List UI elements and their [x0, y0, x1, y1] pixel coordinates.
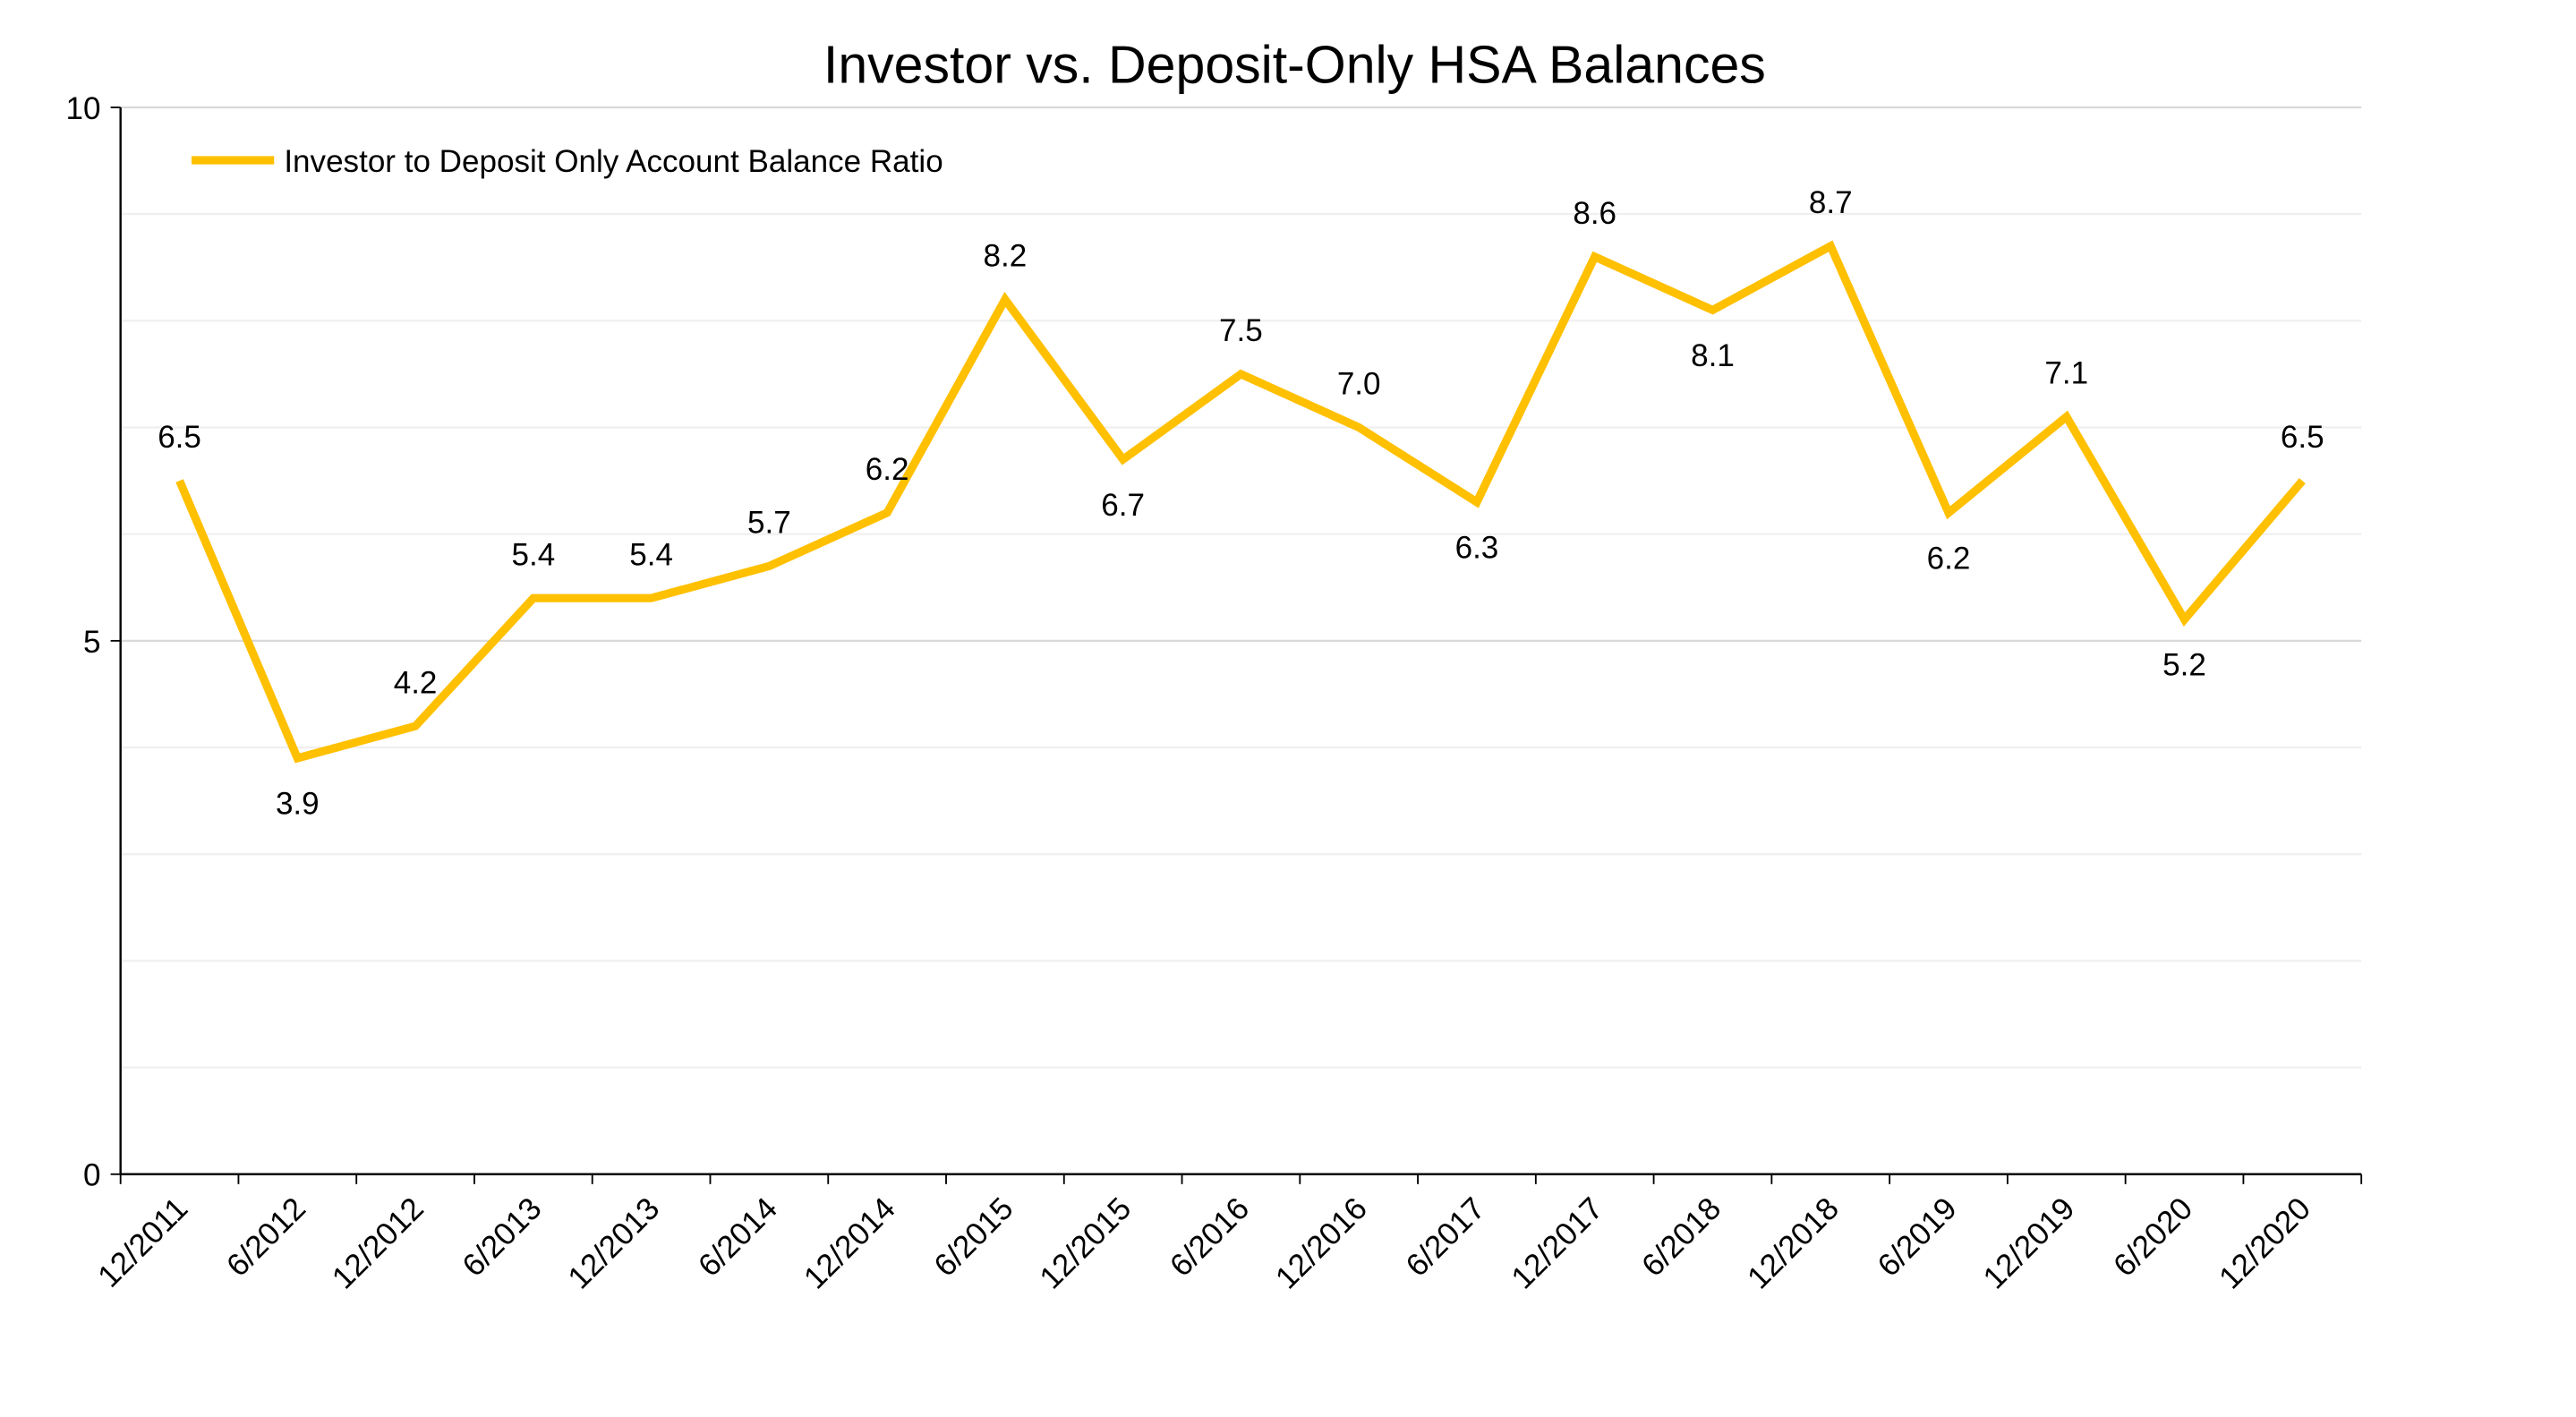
x-tick-label: 6/2016 — [1164, 1191, 1256, 1283]
x-tick-label: 12/2017 — [1505, 1191, 1609, 1295]
data-label: 6.3 — [1455, 531, 1499, 566]
series-line — [175, 240, 2306, 764]
x-tick-label: 12/2014 — [798, 1191, 902, 1295]
x-tick-label: 6/2017 — [1399, 1191, 1491, 1283]
x-tick-label: 6/2018 — [1635, 1191, 1727, 1283]
y-tick-label: 0 — [83, 1158, 101, 1193]
data-label: 5.7 — [747, 506, 791, 541]
x-tick-label: 12/2018 — [1741, 1191, 1846, 1295]
legend-label: Investor to Deposit Only Account Balance… — [284, 144, 943, 179]
data-label: 3.9 — [276, 787, 320, 822]
x-tick-label: 12/2019 — [1976, 1191, 2081, 1295]
x-tick-label: 6/2019 — [1871, 1191, 1963, 1283]
data-label: 6.5 — [2281, 420, 2324, 455]
data-label: 6.2 — [866, 452, 909, 487]
x-tick-label: 12/2013 — [561, 1191, 666, 1295]
x-tick-label: 12/2012 — [326, 1191, 431, 1295]
data-label: 8.6 — [1573, 196, 1616, 231]
data-label: 7.0 — [1337, 367, 1381, 402]
data-label: 4.2 — [394, 665, 438, 700]
data-label: 6.2 — [1927, 542, 1971, 576]
x-tick-label: 12/2011 — [91, 1191, 194, 1293]
x-tick-label: 6/2012 — [220, 1191, 312, 1283]
x-tick-label: 6/2020 — [2107, 1191, 2199, 1283]
data-label: 8.7 — [1809, 185, 1853, 220]
data-label: 5.4 — [629, 537, 673, 572]
x-tick-label: 6/2015 — [927, 1191, 1019, 1283]
data-label: 8.2 — [984, 239, 1028, 274]
x-tick-label: 12/2016 — [1269, 1191, 1374, 1295]
chart-title: Investor vs. Deposit-Only HSA Balances — [823, 35, 1766, 94]
x-tick-label: 6/2014 — [692, 1191, 784, 1283]
legend: Investor to Deposit Only Account Balance… — [192, 144, 943, 179]
x-tick-label: 12/2015 — [1033, 1191, 1138, 1295]
data-label: 5.4 — [511, 537, 555, 572]
x-tick-label: 12/2020 — [2213, 1191, 2317, 1295]
x-tick-label: 6/2013 — [456, 1191, 548, 1283]
y-tick-label: 5 — [83, 625, 101, 660]
y-tick-label: 10 — [66, 91, 101, 126]
data-label: 8.1 — [1691, 338, 1735, 373]
data-label: 7.1 — [2044, 356, 2088, 391]
data-label: 6.5 — [158, 420, 201, 455]
data-label: 6.7 — [1101, 488, 1145, 523]
data-label: 5.2 — [2162, 648, 2206, 683]
data-label: 7.5 — [1219, 313, 1263, 348]
